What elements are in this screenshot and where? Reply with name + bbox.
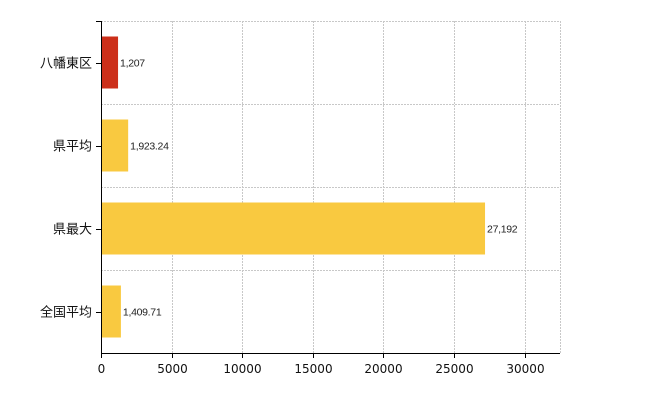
x-tick-label: 20000 bbox=[364, 362, 402, 376]
x-tick-label: 10000 bbox=[223, 362, 261, 376]
category-label: 八幡東区 bbox=[40, 56, 92, 72]
grid-layer bbox=[101, 21, 561, 353]
bar-value-label: 1,923.24 bbox=[130, 141, 169, 153]
bar-value-label: 1,409.71 bbox=[123, 307, 162, 319]
bar-1 bbox=[102, 119, 129, 172]
bar-layer bbox=[102, 36, 486, 338]
bar-value-label: 1,207 bbox=[120, 58, 145, 70]
x-tick-label: 30000 bbox=[506, 362, 544, 376]
x-tick-label: 25000 bbox=[435, 362, 473, 376]
category-label: 県最大 bbox=[53, 223, 92, 238]
category-label: 県平均 bbox=[53, 140, 92, 155]
bar-3 bbox=[102, 285, 121, 338]
bar-2 bbox=[102, 202, 486, 255]
x-tick-label: 5000 bbox=[157, 362, 188, 376]
axis-layer bbox=[96, 21, 560, 358]
x-tick-label: 15000 bbox=[294, 362, 332, 376]
x-tick-label: 0 bbox=[98, 362, 106, 376]
label-layer: 1,207 八幡東区 1,923.24 県平均 27,192 県最大 1,409.71 全国平… bbox=[40, 56, 545, 377]
category-label: 全国平均 bbox=[40, 305, 92, 321]
bar-0 bbox=[102, 36, 119, 89]
bar-value-label: 27,192 bbox=[487, 224, 518, 236]
